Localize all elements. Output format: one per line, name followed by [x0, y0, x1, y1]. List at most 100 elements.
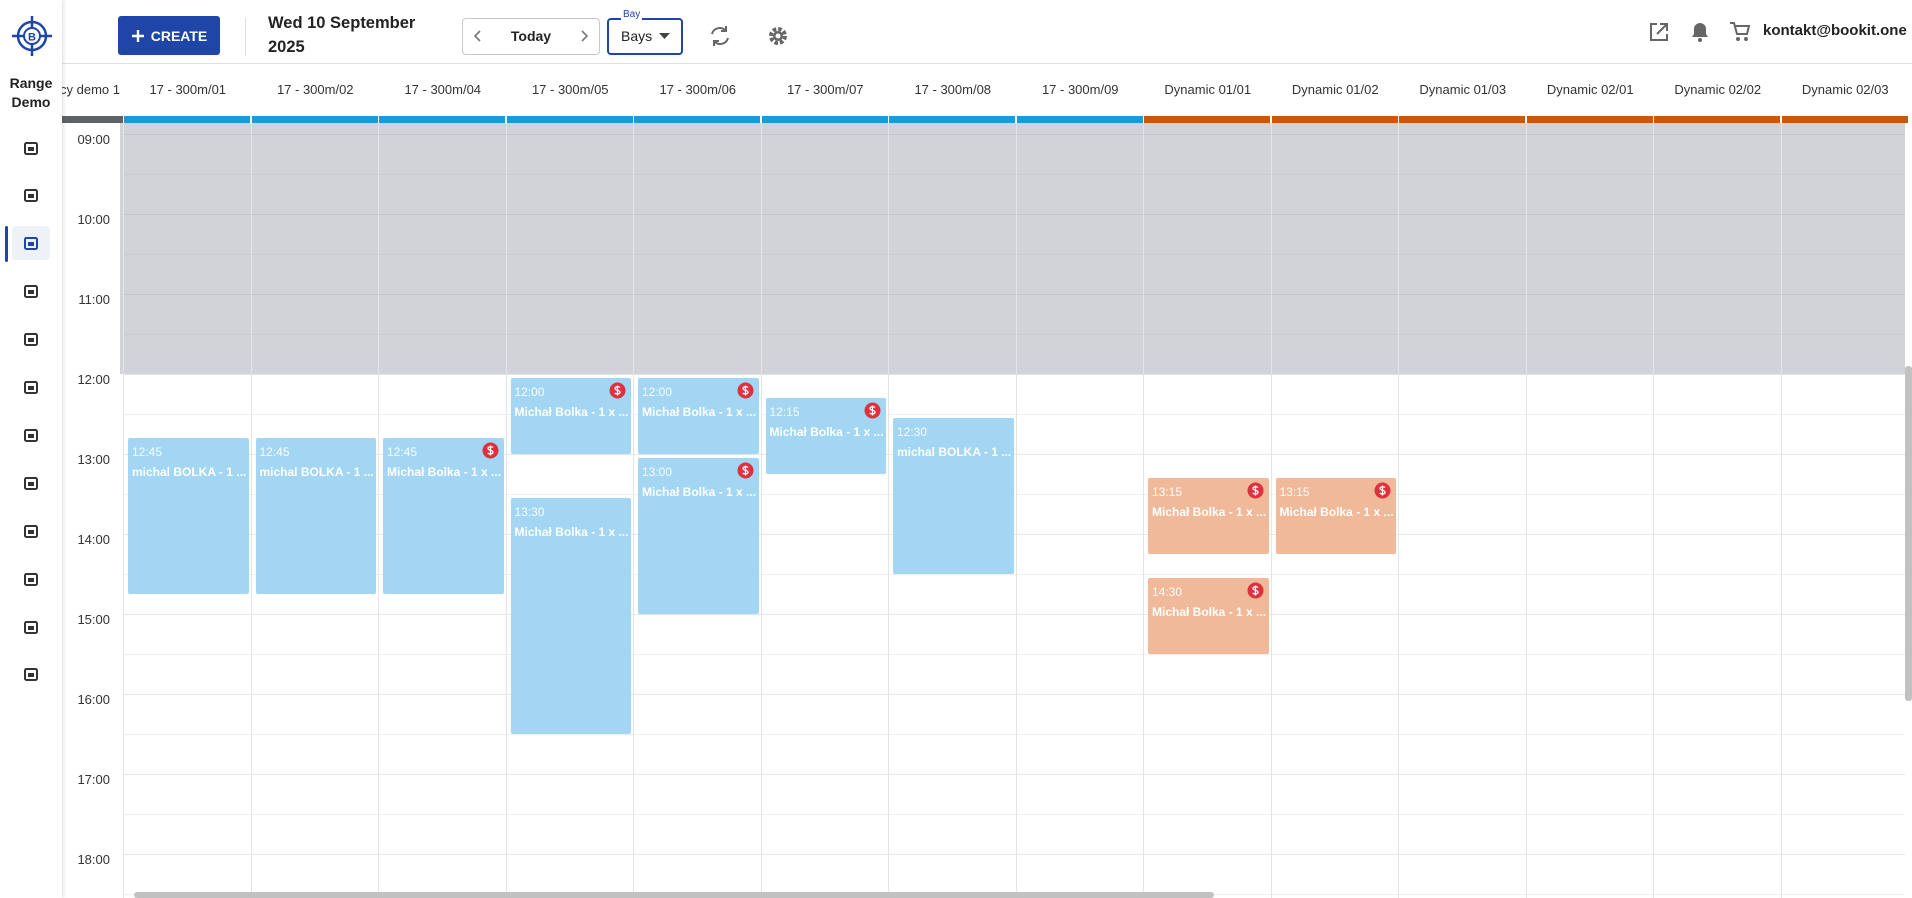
- booking-title: Michał Bolka - 1 x ...: [642, 405, 757, 419]
- horizontal-scrollbar[interactable]: [134, 892, 1214, 898]
- booking-title: Michał Bolka - 1 x ...: [1152, 505, 1267, 519]
- hour-label: 18:00: [77, 852, 110, 867]
- column-divider: [760, 123, 762, 898]
- nav-icon: [24, 668, 38, 681]
- half-hour-line: [124, 814, 1905, 815]
- nav-item[interactable]: [12, 657, 50, 691]
- nav-item[interactable]: [12, 178, 50, 212]
- column-divider: [505, 123, 507, 898]
- booking[interactable]: 12:45 michal BOLKA - 1 ...: [255, 438, 376, 594]
- nav-item[interactable]: [12, 610, 50, 644]
- column-color-strip: [1271, 116, 1398, 123]
- column-header: 17 - 300m/01: [149, 82, 227, 97]
- prev-button[interactable]: [471, 29, 485, 43]
- booking-time: 12:45: [132, 445, 163, 459]
- today-button[interactable]: Today: [510, 28, 552, 44]
- booking-time: 13:00: [642, 465, 673, 479]
- hour-label: 09:00: [77, 132, 110, 147]
- external-link-button[interactable]: [1648, 21, 1670, 43]
- next-button[interactable]: [577, 29, 591, 43]
- booking-title: michal BOLKA - 1 ...: [897, 445, 1012, 459]
- column-divider: [1653, 123, 1654, 898]
- user-email[interactable]: kontakt@bookit.one: [1763, 22, 1907, 39]
- booking[interactable]: 12:00 Michał Bolka - 1 x ...: [638, 378, 759, 454]
- booking[interactable]: 12:45 Michał Bolka - 1 x ...: [383, 438, 504, 594]
- refresh-button[interactable]: [708, 24, 732, 48]
- hour-line: [124, 214, 1905, 215]
- nav-item[interactable]: [12, 370, 50, 404]
- vertical-scrollbar[interactable]: [1905, 366, 1912, 701]
- date-nav: Today: [462, 18, 600, 55]
- nav-item[interactable]: [12, 562, 50, 596]
- column-header: 17 - 300m/08: [914, 82, 992, 97]
- nav-icon: [24, 237, 38, 250]
- column-color-strip: [379, 116, 505, 123]
- view-select[interactable]: Bay Bays: [607, 9, 683, 55]
- booking-time: 12:15: [769, 405, 800, 419]
- booking-title: michal BOLKA - 1 ...: [259, 465, 374, 479]
- booking[interactable]: 12:15 Michał Bolka - 1 x ...: [765, 398, 886, 474]
- hour-label: 15:00: [77, 612, 110, 627]
- half-hour-line: [124, 654, 1905, 655]
- divider: [245, 18, 246, 56]
- nav-item[interactable]: [12, 322, 50, 356]
- hour-label: 13:00: [77, 452, 110, 467]
- booking[interactable]: 13:15 Michał Bolka - 1 x ...: [1275, 478, 1396, 554]
- booking-time: 12:00: [642, 385, 673, 399]
- nav-item[interactable]: [12, 226, 50, 260]
- hour-label: 17:00: [77, 772, 110, 787]
- hour-line: [124, 454, 1905, 455]
- half-hour-line: [124, 174, 1905, 175]
- column-header: 17 - 300m/05: [531, 82, 609, 97]
- booking-title: Michał Bolka - 1 x ...: [387, 465, 502, 479]
- payment-badge: [1247, 482, 1263, 499]
- nav-icon: [24, 573, 38, 586]
- nav-item[interactable]: [12, 274, 50, 308]
- view-select-value: Bays: [621, 28, 653, 44]
- create-button[interactable]: CREATE: [118, 16, 220, 55]
- cart-button[interactable]: [1729, 21, 1751, 43]
- column-color-strip: [124, 116, 250, 123]
- booking-time: 13:15: [1279, 485, 1310, 499]
- column-color-strip: [1399, 116, 1525, 123]
- payment-badge: [737, 462, 753, 479]
- column-color-strip: [1654, 116, 1780, 123]
- hour-line: [124, 534, 1905, 535]
- nav-item[interactable]: [12, 514, 50, 548]
- booking[interactable]: 13:00 Michał Bolka - 1 x ...: [638, 458, 759, 614]
- half-hour-line: [124, 334, 1905, 335]
- payment-badge: [1247, 582, 1263, 599]
- current-date: Wed 10 September 2025: [268, 14, 416, 56]
- booking[interactable]: 12:00 Michał Bolka - 1 x ...: [510, 378, 631, 454]
- booking[interactable]: 13:15 Michał Bolka - 1 x ...: [1148, 478, 1269, 554]
- half-hour-line: [124, 414, 1905, 415]
- plus-icon: [131, 29, 144, 42]
- booking-time: 12:45: [259, 445, 290, 459]
- hour-label: 14:00: [77, 532, 110, 547]
- booking-title: Michał Bolka - 1 x ...: [514, 405, 629, 419]
- settings-button[interactable]: [766, 24, 790, 48]
- booking[interactable]: 12:30 michal BOLKA - 1 ...: [893, 418, 1014, 574]
- booking[interactable]: 13:30 Michał Bolka - 1 x ...: [510, 498, 631, 734]
- column-divider: [888, 123, 889, 898]
- notifications-button[interactable]: [1689, 21, 1711, 43]
- nav-icon: [24, 333, 38, 346]
- column-header: Dynamic 01/03: [1419, 82, 1507, 97]
- column-divider: [378, 123, 379, 898]
- booking[interactable]: 12:45 michal BOLKA - 1 ...: [128, 438, 249, 594]
- booking-time: 13:15: [1152, 485, 1183, 499]
- nav-icon: [24, 621, 38, 634]
- booking[interactable]: 14:30 Michał Bolka - 1 x ...: [1148, 578, 1269, 654]
- nav-item[interactable]: [12, 131, 50, 165]
- booking-title: Michał Bolka - 1 x ...: [1279, 505, 1394, 519]
- payment-badge: [864, 402, 881, 419]
- hour-label: 11:00: [78, 292, 110, 307]
- column-header: acy demo 1: [62, 82, 120, 97]
- logo[interactable]: B: [12, 16, 52, 56]
- hour-label: 16:00: [77, 692, 110, 707]
- column-header: Dynamic 01/01: [1164, 82, 1252, 97]
- nav-item[interactable]: [12, 418, 50, 452]
- booking-time: 14:30: [1152, 585, 1183, 599]
- nav-item[interactable]: [12, 466, 50, 500]
